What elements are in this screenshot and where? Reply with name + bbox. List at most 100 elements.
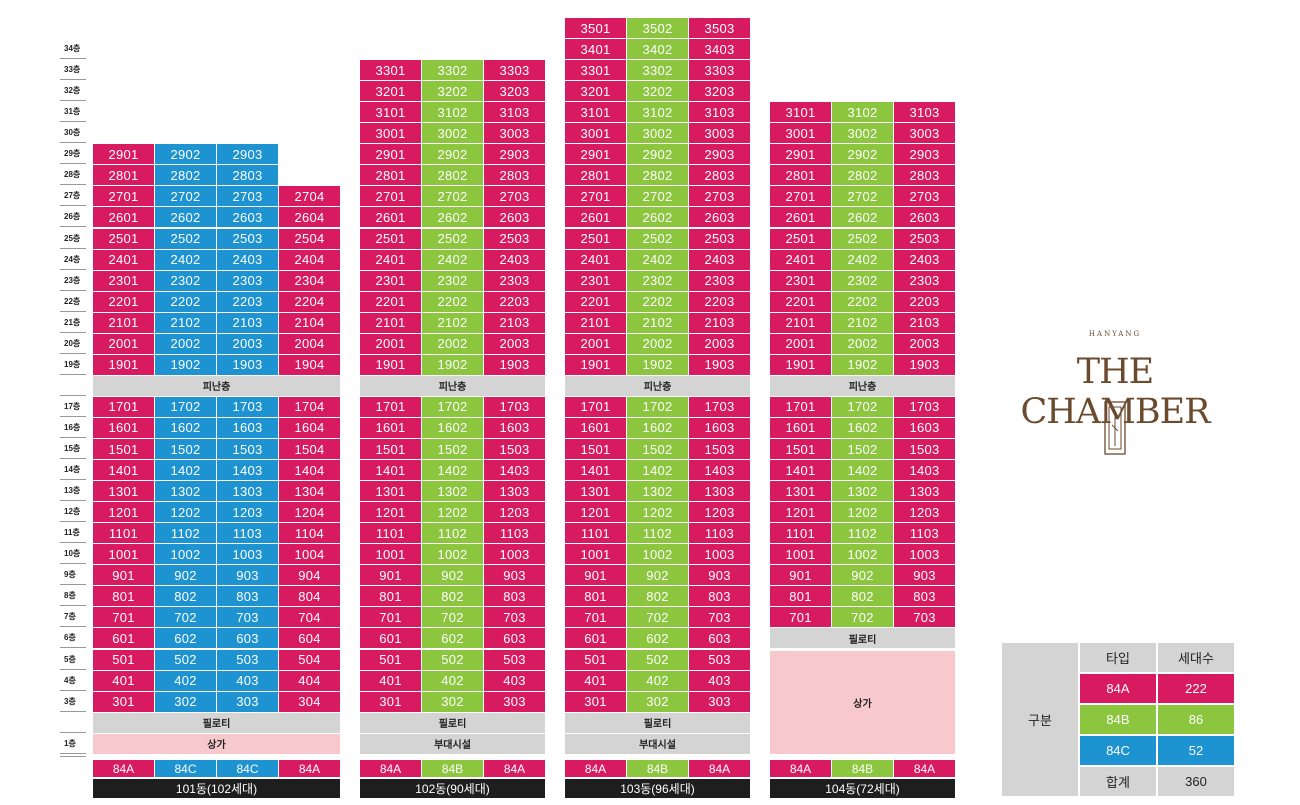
unit-cell[interactable]: 2903 <box>217 144 278 165</box>
unit-cell[interactable]: 3103 <box>689 102 750 123</box>
unit-cell[interactable]: 403 <box>689 670 750 691</box>
unit-cell[interactable]: 2102 <box>832 312 893 333</box>
unit-cell[interactable]: 2103 <box>689 312 750 333</box>
unit-cell[interactable]: 2603 <box>894 207 955 228</box>
unit-cell[interactable]: 2401 <box>360 249 421 270</box>
unit-cell[interactable]: 2602 <box>155 207 216 228</box>
unit-cell[interactable]: 1502 <box>832 439 893 459</box>
unit-cell[interactable]: 1401 <box>770 460 831 481</box>
unit-cell[interactable]: 2703 <box>217 186 278 207</box>
unit-cell[interactable]: 2402 <box>422 249 483 270</box>
unit-cell[interactable]: 602 <box>155 628 216 649</box>
unit-cell[interactable]: 2003 <box>217 333 278 354</box>
unit-cell[interactable]: 1703 <box>689 396 750 417</box>
unit-cell[interactable]: 2803 <box>484 165 545 186</box>
unit-cell[interactable]: 501 <box>360 649 421 670</box>
unit-cell[interactable]: 1503 <box>217 439 278 459</box>
unit-cell[interactable]: 301 <box>360 691 421 712</box>
unit-cell[interactable]: 2203 <box>894 291 955 312</box>
unit-cell[interactable]: 1703 <box>217 396 278 417</box>
unit-cell[interactable]: 1501 <box>360 439 421 459</box>
unit-cell[interactable]: 1904 <box>279 354 340 375</box>
unit-cell[interactable]: 1903 <box>894 354 955 375</box>
unit-cell[interactable]: 3301 <box>360 60 421 81</box>
unit-cell[interactable]: 2403 <box>217 249 278 270</box>
unit-cell[interactable]: 1401 <box>93 460 154 481</box>
unit-cell[interactable]: 1604 <box>279 417 340 438</box>
unit-cell[interactable]: 1903 <box>689 354 750 375</box>
unit-cell[interactable]: 2302 <box>832 270 893 291</box>
unit-cell[interactable]: 2503 <box>217 228 278 249</box>
unit-cell[interactable]: 902 <box>422 565 483 586</box>
unit-cell[interactable]: 501 <box>93 649 154 670</box>
unit-cell[interactable]: 2701 <box>770 186 831 207</box>
unit-cell[interactable]: 601 <box>565 628 626 649</box>
unit-cell[interactable]: 2201 <box>360 291 421 312</box>
unit-cell[interactable]: 2601 <box>93 207 154 228</box>
unit-cell[interactable]: 2001 <box>360 333 421 354</box>
unit-cell[interactable]: 1902 <box>832 354 893 375</box>
unit-cell[interactable]: 2902 <box>422 144 483 165</box>
unit-cell[interactable]: 2602 <box>422 207 483 228</box>
unit-cell[interactable]: 2802 <box>422 165 483 186</box>
unit-cell[interactable]: 801 <box>93 586 154 607</box>
unit-cell[interactable]: 3503 <box>689 18 750 38</box>
unit-cell[interactable]: 1301 <box>360 481 421 502</box>
unit-cell[interactable]: 1201 <box>360 502 421 523</box>
unit-cell[interactable]: 3203 <box>484 81 545 102</box>
unit-cell[interactable]: 2901 <box>360 144 421 165</box>
unit-cell[interactable]: 903 <box>484 565 545 586</box>
unit-cell[interactable]: 1201 <box>93 502 154 523</box>
unit-cell[interactable]: 1704 <box>279 396 340 417</box>
unit-cell[interactable]: 1603 <box>484 417 545 438</box>
unit-cell[interactable]: 1002 <box>627 544 688 565</box>
unit-cell[interactable]: 2501 <box>93 228 154 249</box>
unit-cell[interactable]: 2102 <box>422 312 483 333</box>
unit-cell[interactable]: 2503 <box>894 228 955 249</box>
unit-cell[interactable]: 403 <box>484 670 545 691</box>
unit-cell[interactable]: 2003 <box>894 333 955 354</box>
unit-cell[interactable]: 2802 <box>627 165 688 186</box>
unit-cell[interactable]: 1501 <box>93 439 154 459</box>
unit-cell[interactable]: 602 <box>422 628 483 649</box>
unit-cell[interactable]: 1601 <box>360 417 421 438</box>
unit-cell[interactable]: 1402 <box>627 460 688 481</box>
unit-cell[interactable]: 2202 <box>832 291 893 312</box>
unit-cell[interactable]: 703 <box>217 607 278 628</box>
unit-cell[interactable]: 2802 <box>832 165 893 186</box>
unit-cell[interactable]: 2301 <box>565 270 626 291</box>
unit-cell[interactable]: 2303 <box>484 270 545 291</box>
unit-cell[interactable]: 3101 <box>565 102 626 123</box>
unit-cell[interactable]: 1501 <box>565 439 626 459</box>
unit-cell[interactable]: 1102 <box>832 523 893 544</box>
unit-cell[interactable]: 2202 <box>155 291 216 312</box>
unit-cell[interactable]: 1603 <box>217 417 278 438</box>
unit-cell[interactable]: 801 <box>360 586 421 607</box>
unit-cell[interactable]: 701 <box>360 607 421 628</box>
unit-cell[interactable]: 802 <box>627 586 688 607</box>
unit-cell[interactable]: 3302 <box>422 60 483 81</box>
unit-cell[interactable]: 1602 <box>832 417 893 438</box>
unit-cell[interactable]: 302 <box>422 691 483 712</box>
unit-cell[interactable]: 303 <box>217 691 278 712</box>
unit-cell[interactable]: 702 <box>155 607 216 628</box>
unit-cell[interactable]: 801 <box>770 586 831 607</box>
unit-cell[interactable]: 2103 <box>484 312 545 333</box>
unit-cell[interactable]: 2604 <box>279 207 340 228</box>
unit-cell[interactable]: 803 <box>217 586 278 607</box>
unit-cell[interactable]: 3002 <box>627 123 688 144</box>
unit-cell[interactable]: 502 <box>155 649 216 670</box>
unit-cell[interactable]: 1403 <box>217 460 278 481</box>
unit-cell[interactable]: 2301 <box>770 270 831 291</box>
unit-cell[interactable]: 2101 <box>565 312 626 333</box>
unit-cell[interactable]: 1901 <box>565 354 626 375</box>
unit-cell[interactable]: 2701 <box>565 186 626 207</box>
unit-cell[interactable]: 1401 <box>565 460 626 481</box>
unit-cell[interactable]: 2002 <box>422 333 483 354</box>
unit-cell[interactable]: 1502 <box>627 439 688 459</box>
unit-cell[interactable]: 1001 <box>360 544 421 565</box>
unit-cell[interactable]: 803 <box>484 586 545 607</box>
unit-cell[interactable]: 2601 <box>565 207 626 228</box>
unit-cell[interactable]: 703 <box>484 607 545 628</box>
unit-cell[interactable]: 1002 <box>155 544 216 565</box>
